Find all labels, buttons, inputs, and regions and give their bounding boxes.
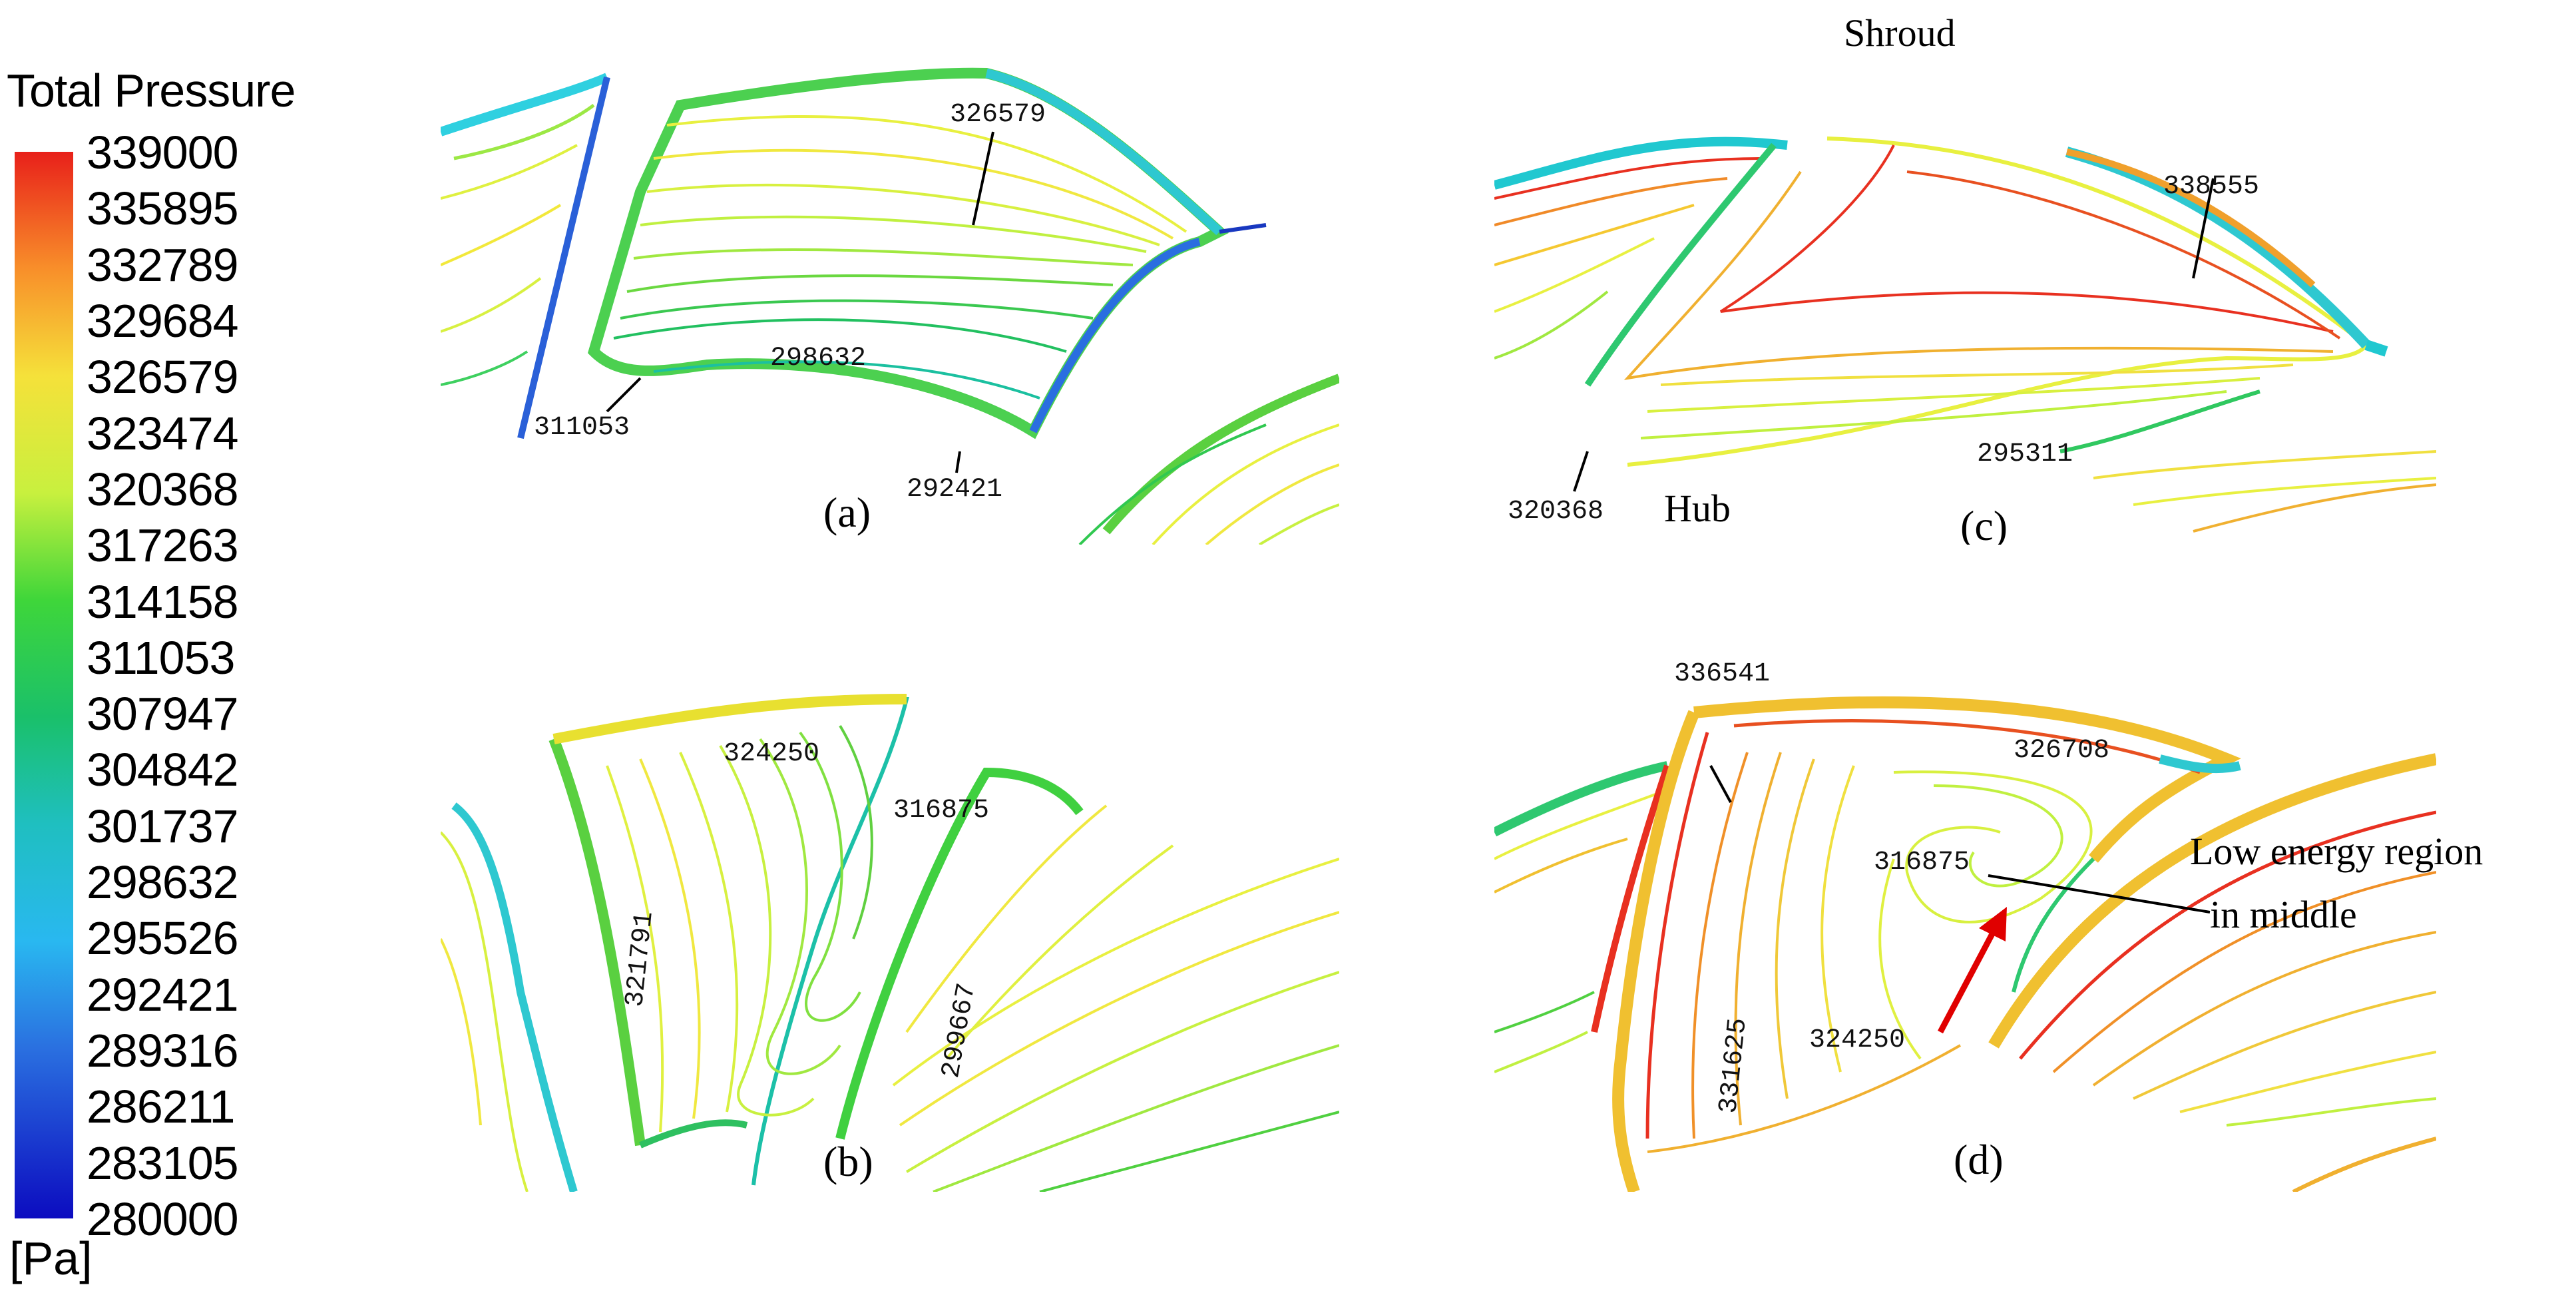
panel-d-contours: [1494, 696, 2436, 1192]
value-label: 316875: [1874, 848, 1970, 878]
legend-unit: [Pa]: [9, 1232, 93, 1284]
value-label: 324250: [724, 739, 820, 769]
value-label: 316875: [893, 796, 990, 826]
value-label: 292421: [907, 475, 1003, 505]
legend-tick-label: 317263: [87, 519, 239, 572]
legend-tick-label: 295526: [87, 912, 239, 965]
legend-tick-label: 335895: [87, 182, 239, 235]
legend-tick-label: 311053: [87, 631, 235, 684]
value-label: 311053: [534, 413, 630, 443]
panel-c: 338555 320368 295311 Hub (c): [1494, 65, 2436, 545]
annotation-line-1: Low energy region: [2190, 830, 2483, 873]
panel-d: 336541 326708 316875 331625 324250 (d): [1494, 659, 2436, 1192]
annotation-line-2: in middle: [2210, 893, 2357, 936]
value-label: 320368: [1508, 497, 1604, 527]
legend-tick-label: 332789: [87, 238, 239, 291]
panel-c-contours: [1494, 136, 2436, 533]
hub-label: Hub: [1664, 487, 1731, 530]
legend-tick-label: 323474: [87, 407, 239, 459]
legend-tick-label: 314158: [87, 575, 239, 628]
value-label: 326579: [950, 100, 1046, 130]
legend-tick-label: 283105: [87, 1137, 239, 1189]
value-label: 326708: [2014, 736, 2110, 766]
legend-title: Total Pressure: [7, 65, 296, 117]
legend-tick-label: 320368: [87, 463, 239, 515]
shroud-label: Shroud: [1844, 11, 1956, 55]
legend-tick-label: 286211: [87, 1081, 235, 1133]
legend-tick-label: 298632: [87, 856, 239, 909]
legend-tick-label: 326579: [87, 351, 239, 403]
value-label: 336541: [1674, 659, 1771, 689]
legend-color-bar: [15, 152, 73, 1218]
legend-tick-label: 292421: [87, 968, 239, 1021]
value-label: 324250: [1809, 1025, 1906, 1055]
panel-a: 326579 298632 311053 292421 (a): [441, 65, 1339, 545]
panel-b-contours: [441, 694, 1339, 1192]
legend-tick-label: 280000: [87, 1193, 239, 1245]
legend-tick-label: 304842: [87, 744, 239, 796]
panel-label: (a): [823, 489, 871, 536]
legend-tick-label: 339000: [87, 127, 239, 178]
panel-label: (d): [1954, 1136, 2004, 1183]
panel-label: (c): [1960, 502, 2008, 545]
value-label: 295311: [1977, 439, 2073, 469]
legend-tick-label: 329684: [87, 294, 239, 347]
value-label: 298632: [770, 344, 867, 374]
panel-label: (b): [823, 1138, 873, 1185]
legend-tick-label: 301737: [87, 800, 239, 852]
legend-tick-label: 289316: [87, 1025, 239, 1077]
value-label: 338555: [2163, 172, 2260, 202]
panel-a-contours: [441, 67, 1339, 545]
panel-b: 324250 316875 321791 299667 (b): [441, 659, 1339, 1192]
color-legend: Total Pressure 339000 335895 332789 329684 3…: [0, 0, 373, 1305]
legend-tick-label: 307947: [87, 688, 239, 740]
